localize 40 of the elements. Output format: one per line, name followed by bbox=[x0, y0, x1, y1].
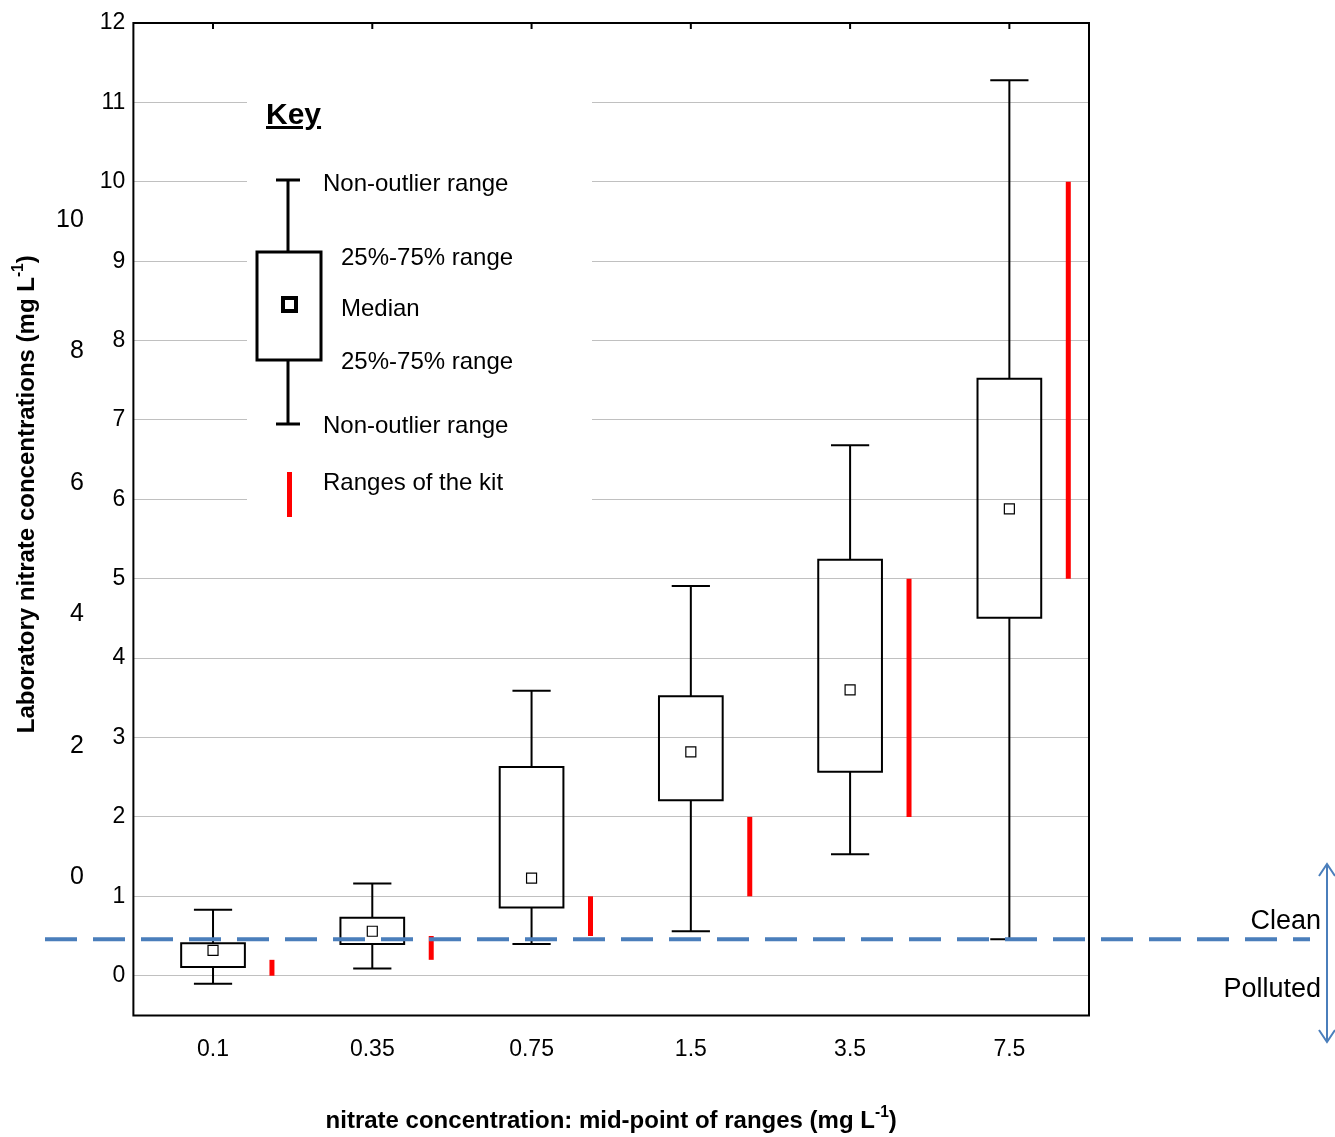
bar bbox=[906, 578, 912, 817]
y-tick-label: 7 bbox=[112, 405, 126, 432]
y2-tick-label: 4 bbox=[69, 598, 84, 627]
y2-tick-label: 0 bbox=[69, 861, 84, 890]
y-tick-label: 4 bbox=[112, 643, 126, 670]
text: Polluted bbox=[1223, 973, 1321, 1004]
x-tick-label: 0.35 bbox=[349, 1034, 395, 1061]
annotation: Non-outlier range bbox=[323, 169, 509, 197]
text: Clean bbox=[1250, 905, 1321, 936]
y-tick-label: 1 bbox=[112, 881, 126, 908]
bar bbox=[747, 816, 753, 897]
x-tick-label: 1.5 bbox=[674, 1034, 707, 1061]
y-tick-label: 11 bbox=[101, 87, 126, 114]
y-tick-label: 6 bbox=[112, 484, 126, 511]
annotation: Non-outlier range bbox=[323, 411, 509, 439]
annotation: 25%-75% range bbox=[341, 243, 514, 271]
x-tick-label: 3.5 bbox=[834, 1034, 867, 1061]
y-tick-label: 9 bbox=[112, 246, 126, 273]
annotation: 25%-75% range bbox=[341, 347, 514, 375]
bar bbox=[587, 896, 593, 937]
y2-tick-label: 10 bbox=[56, 204, 84, 233]
y2-axis-title: Laboratory nitrate concentrations (mg L-1) bbox=[8, 255, 39, 734]
annotation: Median bbox=[341, 294, 420, 322]
y2-tick-label: 8 bbox=[69, 335, 84, 364]
legend-title: Key bbox=[266, 97, 322, 131]
y-tick-label: 10 bbox=[99, 167, 126, 194]
legend-label: Ranges of the kit bbox=[323, 468, 504, 496]
y-tick-label: 5 bbox=[112, 564, 126, 591]
y-tick-label: 12 bbox=[99, 8, 126, 35]
bar bbox=[1065, 181, 1071, 579]
y-tick-label: 8 bbox=[112, 325, 126, 352]
y2-tick-label: 2 bbox=[69, 729, 84, 758]
x-tick-label: 0.1 bbox=[197, 1034, 230, 1061]
y-tick-label: 2 bbox=[112, 802, 126, 829]
y-tick-label: 3 bbox=[112, 722, 126, 749]
y-tick-label: 0 bbox=[112, 961, 126, 988]
bar bbox=[269, 959, 275, 976]
y2-tick-label: 6 bbox=[69, 466, 84, 495]
x-tick-label: 0.75 bbox=[509, 1034, 554, 1061]
x-tick-label: 7.5 bbox=[993, 1034, 1026, 1061]
